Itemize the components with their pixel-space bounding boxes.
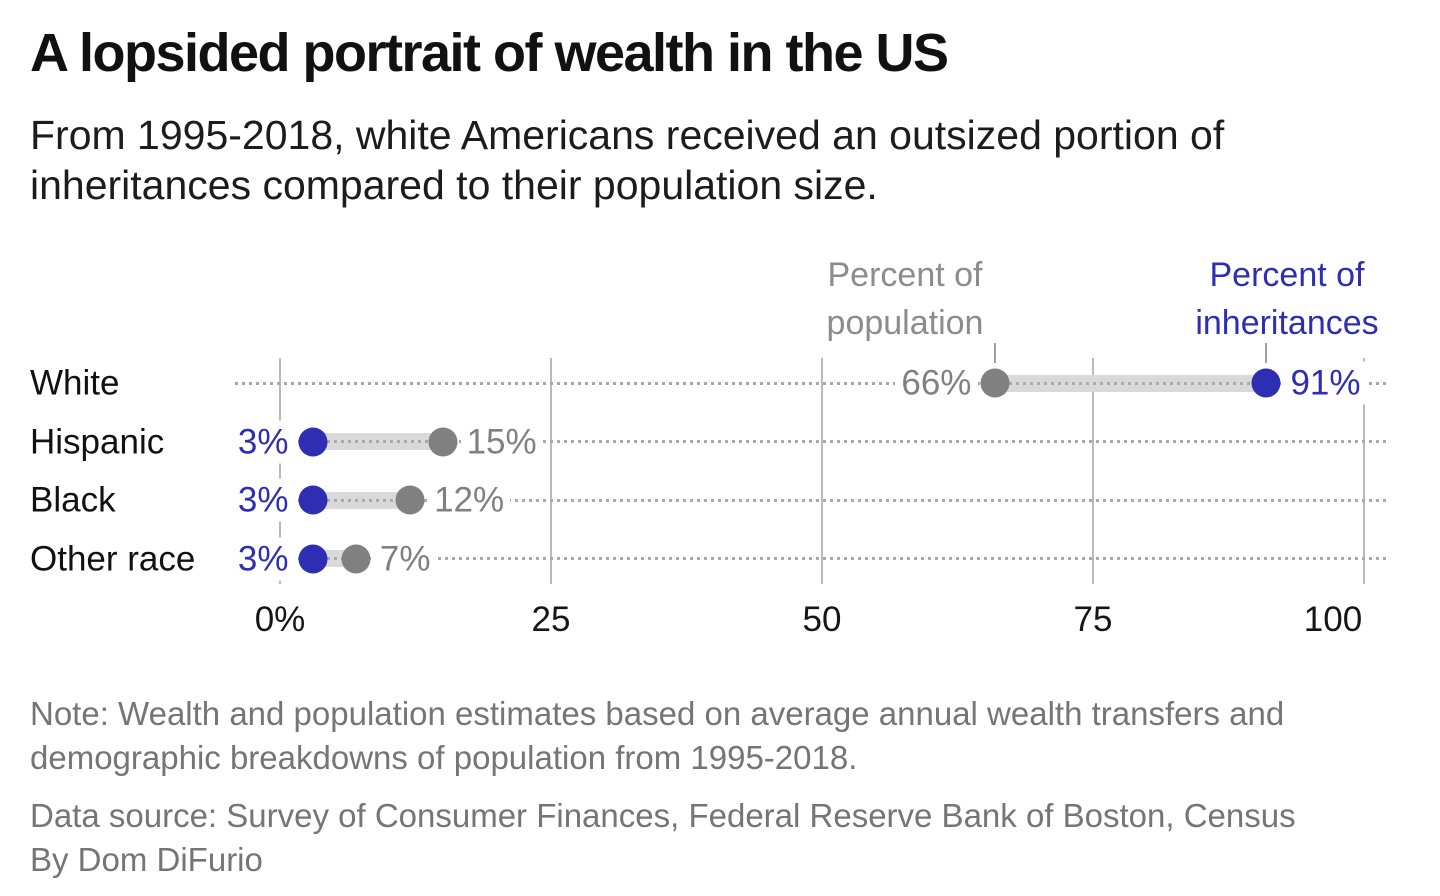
legend-label-inheritances: Percent of inheritances	[1195, 256, 1379, 342]
row-guide-line-over-band	[995, 381, 1267, 385]
population-value-label: 15%	[460, 420, 543, 463]
category-label: Black	[30, 480, 116, 520]
inheritances-value-label: 3%	[231, 420, 295, 463]
legend-label-population: Percent of population	[826, 256, 984, 342]
inheritances-dot	[1251, 368, 1281, 398]
row-guide-line	[235, 381, 1390, 385]
population-dot	[980, 368, 1010, 398]
x-axis-label: 0%	[254, 600, 306, 639]
population-dot	[428, 427, 458, 456]
x-axis-label: 100	[1303, 600, 1363, 639]
x-gridline	[1363, 358, 1365, 584]
row-guide-line-over-band	[312, 557, 356, 560]
legend-pointer-tick-inheritances	[1265, 343, 1268, 363]
chart-footer: Note: Wealth and population estimates ba…	[30, 692, 1430, 882]
category-label: Hispanic	[30, 422, 165, 461]
inheritances-value-label: 91%	[1284, 361, 1367, 405]
inheritances-value-label: 3%	[231, 478, 295, 522]
x-axis-label: 50	[802, 600, 842, 639]
chart-note: Note: Wealth and population estimates ba…	[30, 695, 1285, 776]
population-value-label: 12%	[428, 478, 511, 522]
chart-subtitle: From 1995-2018, white Americans received…	[30, 112, 1225, 208]
inheritances-value-label: 3%	[231, 537, 295, 580]
population-dot	[395, 485, 425, 515]
population-value-label: 66%	[895, 361, 978, 405]
category-label: Other race	[30, 539, 196, 578]
row-guide-line-over-band	[312, 498, 411, 502]
x-gridline	[550, 358, 552, 584]
population-value-label: 7%	[373, 537, 437, 580]
inheritances-dot	[298, 485, 328, 515]
x-axis-label: 25	[531, 600, 571, 639]
category-label: White	[30, 363, 120, 403]
inheritances-dot	[298, 427, 328, 456]
x-axis-label: 75	[1073, 600, 1113, 639]
data-source: Data source: Survey of Consumer Finances…	[30, 797, 1296, 834]
row-guide-line	[235, 498, 1390, 502]
x-gridline	[279, 358, 281, 584]
inheritances-dot	[298, 544, 328, 573]
chart-title: A lopsided portrait of wealth in the US	[30, 23, 949, 83]
row-guide-line	[235, 557, 1390, 560]
population-dot	[341, 544, 371, 573]
legend-pointer-tick-population	[994, 343, 997, 363]
row-guide-line-over-band	[312, 440, 443, 443]
byline: By Dom DiFurio	[30, 841, 263, 878]
row-guide-line	[235, 440, 1390, 443]
x-gridline	[821, 358, 823, 584]
x-gridline	[1092, 358, 1094, 584]
